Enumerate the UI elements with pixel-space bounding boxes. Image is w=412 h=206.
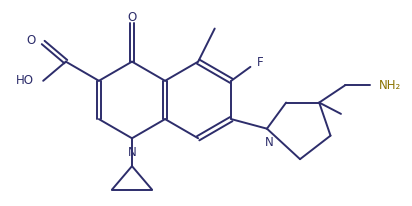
Text: O: O xyxy=(26,34,35,47)
Text: HO: HO xyxy=(16,74,34,87)
Text: O: O xyxy=(127,11,137,24)
Text: N: N xyxy=(265,136,274,149)
Text: NH₂: NH₂ xyxy=(379,79,402,92)
Text: N: N xyxy=(128,146,136,159)
Text: F: F xyxy=(257,56,263,69)
